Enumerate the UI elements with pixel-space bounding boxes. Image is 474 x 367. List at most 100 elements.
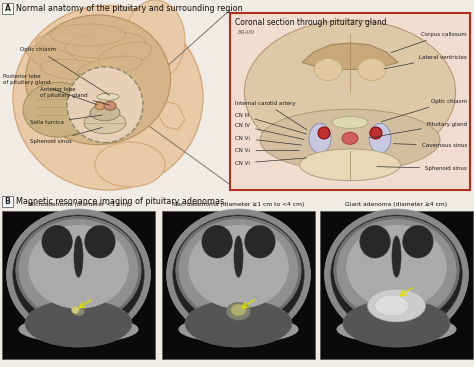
Ellipse shape <box>332 116 368 128</box>
Bar <box>230 13 470 189</box>
Ellipse shape <box>337 316 456 343</box>
Text: Corpus callosum: Corpus callosum <box>391 32 467 52</box>
Bar <box>2 211 155 359</box>
Text: Sphenoid sinus: Sphenoid sinus <box>30 127 102 144</box>
Ellipse shape <box>27 45 83 75</box>
Ellipse shape <box>29 225 128 309</box>
Ellipse shape <box>245 225 275 258</box>
Ellipse shape <box>25 299 132 347</box>
Ellipse shape <box>173 215 304 334</box>
Ellipse shape <box>42 225 73 258</box>
Text: Posterior lobe
of pituitary gland: Posterior lobe of pituitary gland <box>3 75 97 105</box>
Ellipse shape <box>402 225 433 258</box>
Text: Coronal section through pituitary gland: Coronal section through pituitary gland <box>235 18 387 27</box>
Ellipse shape <box>189 225 288 309</box>
Ellipse shape <box>13 215 144 334</box>
Text: Pituitary gland: Pituitary gland <box>370 122 467 138</box>
Ellipse shape <box>65 32 145 58</box>
Ellipse shape <box>179 316 298 343</box>
Ellipse shape <box>90 105 120 121</box>
Ellipse shape <box>176 217 301 323</box>
Ellipse shape <box>367 289 426 322</box>
Ellipse shape <box>331 215 462 334</box>
Ellipse shape <box>309 123 331 153</box>
Ellipse shape <box>73 307 85 316</box>
Text: Internal carotid artery: Internal carotid artery <box>235 101 307 130</box>
Ellipse shape <box>7 209 150 340</box>
Ellipse shape <box>369 123 391 153</box>
Circle shape <box>67 67 143 143</box>
Ellipse shape <box>95 102 105 110</box>
Ellipse shape <box>325 209 468 340</box>
Text: Sphenoid sinus: Sphenoid sinus <box>377 166 467 171</box>
Ellipse shape <box>392 236 401 277</box>
Ellipse shape <box>125 0 185 80</box>
Text: Normal anatomy of the pituitary and surrounding region: Normal anatomy of the pituitary and surr… <box>16 4 243 13</box>
Text: A: A <box>5 4 10 13</box>
Ellipse shape <box>343 299 450 347</box>
Text: Optic chiasm: Optic chiasm <box>20 47 109 95</box>
Ellipse shape <box>337 219 456 320</box>
Text: B: B <box>5 197 10 206</box>
Text: Microadenoma (diameter <1 cm): Microadenoma (diameter <1 cm) <box>28 201 129 207</box>
Ellipse shape <box>13 6 203 190</box>
Circle shape <box>72 306 79 314</box>
Ellipse shape <box>19 219 138 320</box>
Text: BRAIN: BRAIN <box>238 30 255 35</box>
Ellipse shape <box>40 59 110 80</box>
Ellipse shape <box>342 132 358 144</box>
Text: CN V₂: CN V₂ <box>235 148 299 153</box>
Text: Macroadenoma (diameter ≥1 cm to <4 cm): Macroadenoma (diameter ≥1 cm to <4 cm) <box>173 201 305 207</box>
Ellipse shape <box>185 299 292 347</box>
Ellipse shape <box>98 42 152 68</box>
Ellipse shape <box>16 217 141 323</box>
Text: CN VI: CN VI <box>235 158 306 166</box>
Ellipse shape <box>97 93 119 100</box>
Bar <box>2 196 13 207</box>
Text: CN V₁: CN V₁ <box>235 136 301 145</box>
Ellipse shape <box>347 225 446 309</box>
Text: Lateral ventricles: Lateral ventricles <box>384 55 467 69</box>
Ellipse shape <box>234 236 243 277</box>
Ellipse shape <box>226 302 251 320</box>
Ellipse shape <box>314 58 342 80</box>
Text: Optic chiasm: Optic chiasm <box>382 99 467 121</box>
Ellipse shape <box>245 20 456 165</box>
Ellipse shape <box>51 24 126 46</box>
Ellipse shape <box>375 295 409 316</box>
Ellipse shape <box>26 15 171 145</box>
Text: Anterior lobe
of pituitary gland: Anterior lobe of pituitary gland <box>40 87 109 105</box>
Ellipse shape <box>104 101 116 110</box>
Ellipse shape <box>334 217 459 323</box>
Text: CN IV: CN IV <box>235 123 304 139</box>
Ellipse shape <box>166 209 310 340</box>
Ellipse shape <box>23 82 93 137</box>
Text: Giant adenoma (diameter ≥4 cm): Giant adenoma (diameter ≥4 cm) <box>346 201 447 207</box>
Ellipse shape <box>260 109 440 171</box>
Text: Magnetic resonance imaging of pituitary adenomas: Magnetic resonance imaging of pituitary … <box>16 197 224 206</box>
Bar <box>162 211 315 359</box>
Ellipse shape <box>358 58 386 80</box>
Ellipse shape <box>202 225 232 258</box>
Text: Cavernous sinus: Cavernous sinus <box>393 143 467 148</box>
Ellipse shape <box>179 219 298 320</box>
Ellipse shape <box>85 225 115 258</box>
Ellipse shape <box>95 142 165 187</box>
Circle shape <box>370 127 382 139</box>
Ellipse shape <box>231 304 246 316</box>
Ellipse shape <box>78 57 142 77</box>
Polygon shape <box>82 100 108 130</box>
Polygon shape <box>158 100 185 130</box>
Polygon shape <box>302 43 398 69</box>
Ellipse shape <box>19 316 138 343</box>
Ellipse shape <box>84 112 126 134</box>
Ellipse shape <box>300 149 401 181</box>
Bar <box>2 3 13 14</box>
Ellipse shape <box>74 236 83 277</box>
Text: CN III: CN III <box>235 113 307 134</box>
Ellipse shape <box>360 225 391 258</box>
Text: Sella turcica: Sella turcica <box>30 115 102 125</box>
Circle shape <box>318 127 330 139</box>
Bar <box>320 211 473 359</box>
Ellipse shape <box>36 33 124 66</box>
